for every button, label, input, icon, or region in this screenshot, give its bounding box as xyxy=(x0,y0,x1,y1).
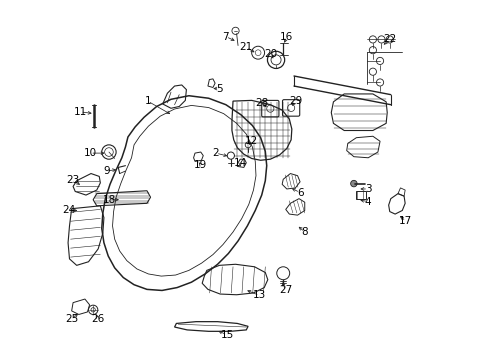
Text: 17: 17 xyxy=(398,216,412,226)
Text: 23: 23 xyxy=(66,175,80,185)
Text: 29: 29 xyxy=(288,96,302,106)
Text: 14: 14 xyxy=(233,158,246,168)
Text: 4: 4 xyxy=(364,197,371,207)
Text: 1: 1 xyxy=(144,96,151,106)
Text: 22: 22 xyxy=(382,35,396,44)
Text: 12: 12 xyxy=(244,136,258,145)
Text: 15: 15 xyxy=(220,330,233,340)
Text: 5: 5 xyxy=(216,84,222,94)
Text: 2: 2 xyxy=(212,148,219,158)
Text: 18: 18 xyxy=(102,195,115,205)
Text: 25: 25 xyxy=(65,314,78,324)
Text: 26: 26 xyxy=(91,314,104,324)
Text: 16: 16 xyxy=(280,32,293,41)
Text: 13: 13 xyxy=(252,291,265,301)
Text: 3: 3 xyxy=(364,184,371,194)
Text: 11: 11 xyxy=(74,107,87,117)
Circle shape xyxy=(350,180,356,187)
Text: 21: 21 xyxy=(239,42,252,52)
Text: 24: 24 xyxy=(62,206,75,216)
Text: 8: 8 xyxy=(301,227,307,237)
Text: 10: 10 xyxy=(83,148,97,158)
Text: 6: 6 xyxy=(296,188,303,198)
Text: 7: 7 xyxy=(222,32,229,41)
Text: 20: 20 xyxy=(263,49,276,59)
Bar xyxy=(355,191,365,199)
Text: 27: 27 xyxy=(279,285,292,296)
Text: 19: 19 xyxy=(194,160,207,170)
Text: 9: 9 xyxy=(103,166,109,176)
Text: 28: 28 xyxy=(255,98,268,108)
